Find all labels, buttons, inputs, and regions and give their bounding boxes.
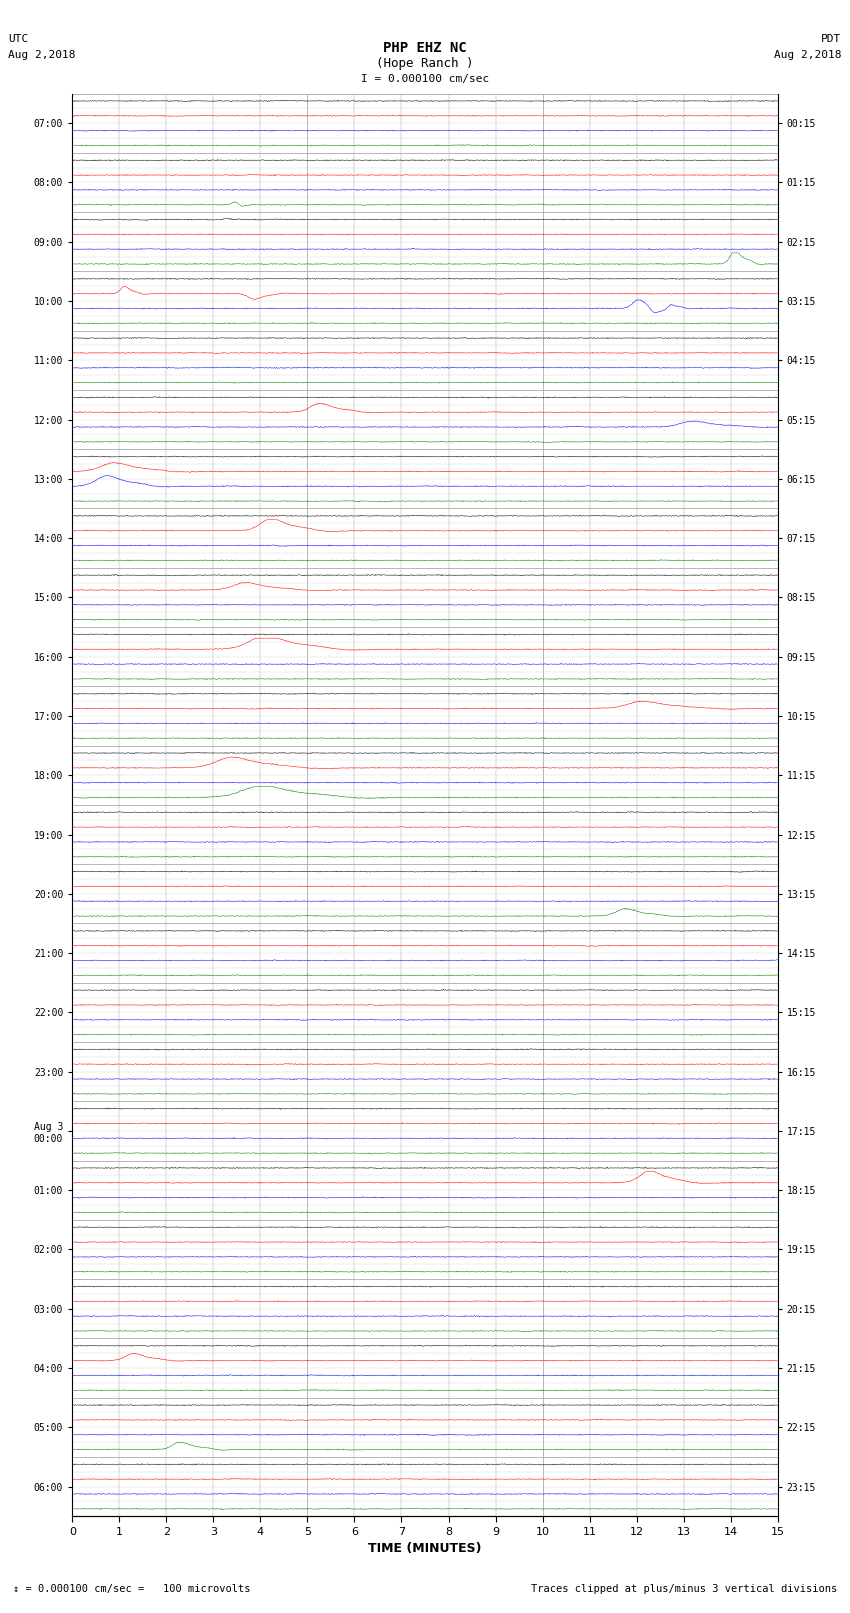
Text: Aug 2,2018: Aug 2,2018 <box>774 50 842 60</box>
Text: I = 0.000100 cm/sec: I = 0.000100 cm/sec <box>361 74 489 84</box>
Text: Traces clipped at plus/minus 3 vertical divisions: Traces clipped at plus/minus 3 vertical … <box>531 1584 837 1594</box>
Text: PDT: PDT <box>821 34 842 44</box>
X-axis label: TIME (MINUTES): TIME (MINUTES) <box>368 1542 482 1555</box>
Text: Aug 2,2018: Aug 2,2018 <box>8 50 76 60</box>
Text: ↕ = 0.000100 cm/sec =   100 microvolts: ↕ = 0.000100 cm/sec = 100 microvolts <box>13 1584 250 1594</box>
Text: PHP EHZ NC: PHP EHZ NC <box>383 40 467 55</box>
Text: (Hope Ranch ): (Hope Ranch ) <box>377 58 473 71</box>
Text: UTC: UTC <box>8 34 29 44</box>
